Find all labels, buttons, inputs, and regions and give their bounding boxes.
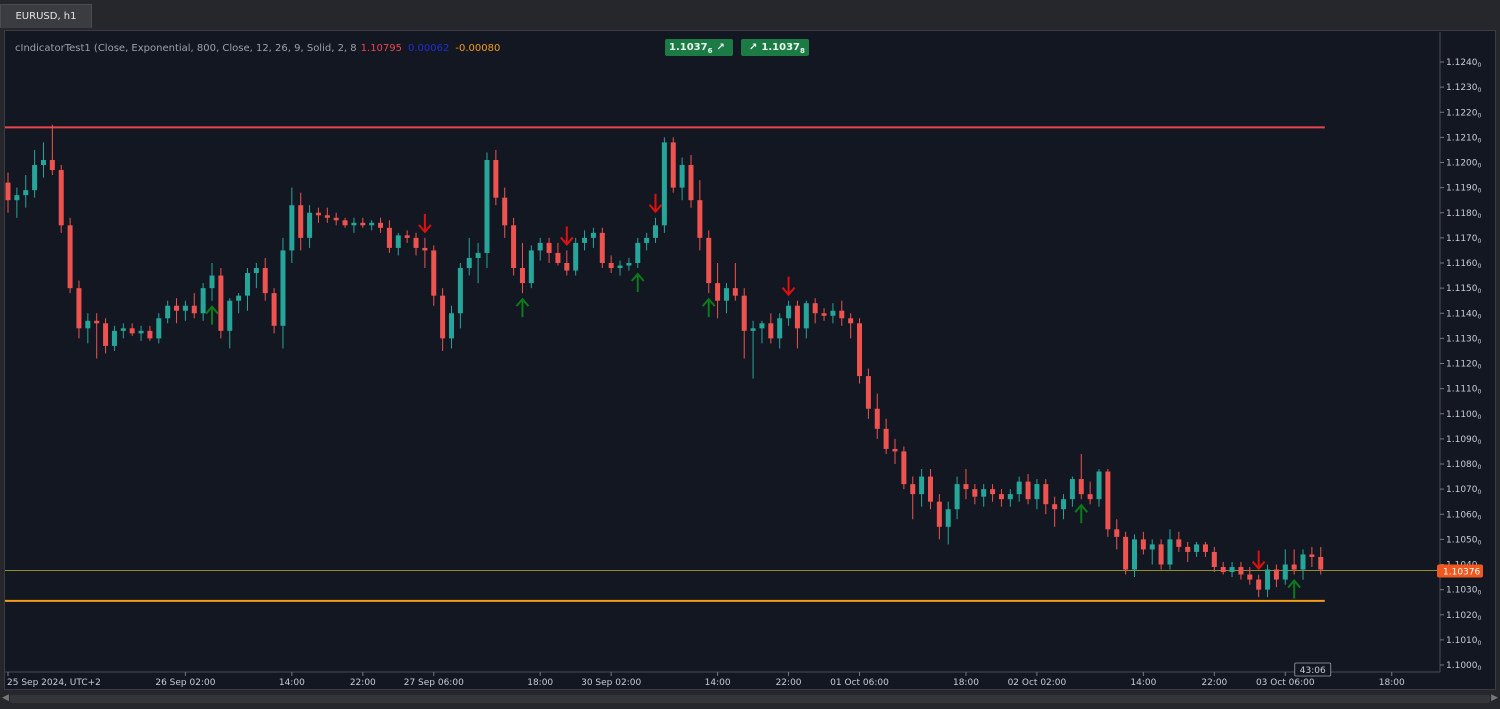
buy-arrow-icon: ↗ (749, 42, 758, 53)
indicator-value-1: 1.10795 (360, 43, 403, 54)
indicator-value-3: -0.00080 (455, 43, 501, 54)
indicator-value-2: 0.00062 (408, 43, 450, 54)
sell-price: 1.1037 (669, 42, 708, 53)
indicator-legend: cIndicatorTest1 (Close, Exponential, 800… (15, 43, 500, 54)
chart-tab[interactable]: EURUSD, h1 (0, 4, 92, 28)
chart-area[interactable] (4, 30, 1496, 690)
horizontal-scrollbar[interactable] (10, 695, 1490, 703)
buy-button[interactable]: ↗ 1.10378 (741, 39, 809, 56)
buy-price: 1.1037 (761, 42, 800, 53)
sell-pip: 6 (707, 47, 713, 55)
indicator-name: cIndicatorTest1 (Close, Exponential, 800… (15, 43, 357, 54)
buy-pip: 8 (799, 47, 805, 55)
sell-button[interactable]: 1.10376 ↗ (665, 39, 733, 56)
scroll-left-icon[interactable]: ◀ (2, 693, 9, 703)
scroll-right-icon[interactable]: ▶ (1491, 693, 1498, 703)
sell-arrow-icon: ↗ (716, 42, 725, 53)
